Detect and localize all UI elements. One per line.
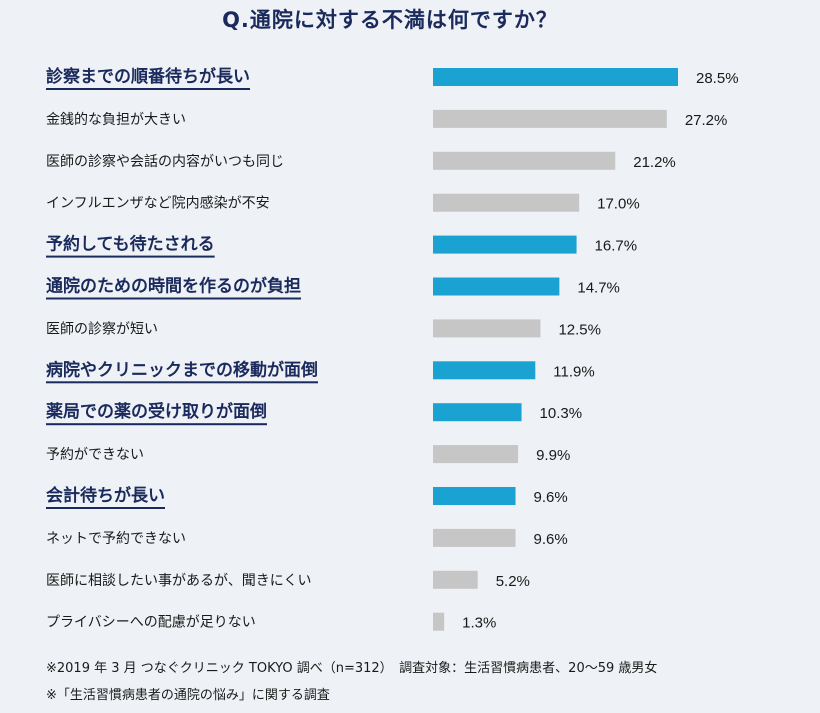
value-label: 1.3% bbox=[462, 615, 496, 632]
category-label: 医師の診察が短い bbox=[46, 320, 158, 337]
category-label: 病院やクリニックまでの移動が面倒 bbox=[46, 359, 318, 380]
category-label: 診察までの順番待ちが長い bbox=[46, 66, 250, 87]
highlight-underline bbox=[46, 255, 215, 258]
bar bbox=[433, 193, 580, 212]
category-label: 予約しても待たされる bbox=[46, 234, 215, 255]
category-label: ネットで予約できない bbox=[46, 531, 186, 547]
bar bbox=[433, 361, 536, 380]
highlight-underline bbox=[46, 507, 165, 509]
chart-title: Q.通院に対する不満は何ですか？ bbox=[222, 8, 558, 32]
highlight-underline bbox=[46, 381, 318, 384]
category-label: インフルエンザなど院内感染が不安 bbox=[46, 195, 270, 212]
category-label: 会計待ちが長い bbox=[46, 485, 165, 506]
category-label: 通院のための時間を作るのが負担 bbox=[46, 276, 301, 297]
value-label: 5.2% bbox=[496, 573, 530, 590]
value-label: 10.3% bbox=[540, 405, 583, 422]
value-label: 9.6% bbox=[534, 489, 568, 506]
highlight-underline bbox=[46, 423, 267, 426]
category-label: 医師の診察や会話の内容がいつも同じ bbox=[46, 153, 284, 170]
category-label: 金銭的な負担が大きい bbox=[46, 112, 186, 128]
value-label: 14.7% bbox=[577, 280, 620, 297]
value-label: 9.6% bbox=[534, 531, 568, 548]
value-label: 17.0% bbox=[597, 196, 640, 213]
value-label: 12.5% bbox=[558, 321, 601, 338]
category-label: 医師に相談したい事があるが、聞きにくい bbox=[46, 573, 311, 589]
bar bbox=[433, 528, 516, 547]
footnote-survey: ※2019 年 3 月 つなぐクリニック TOKYO 調べ（n=312） 調査対… bbox=[46, 661, 658, 676]
highlight-underline bbox=[46, 88, 250, 90]
bar bbox=[433, 403, 522, 422]
category-label: 薬局での薬の受け取りが面倒 bbox=[46, 401, 267, 422]
bar bbox=[433, 570, 478, 589]
bar bbox=[433, 68, 678, 86]
value-label: 9.9% bbox=[536, 447, 570, 464]
bar bbox=[433, 151, 616, 170]
bar bbox=[433, 487, 516, 505]
bar bbox=[433, 319, 541, 338]
bar bbox=[433, 277, 560, 296]
value-label: 21.2% bbox=[633, 154, 676, 171]
value-label: 27.2% bbox=[685, 112, 728, 129]
bar bbox=[433, 235, 577, 254]
footnote-title: ※「生活習慣病患者の通院の悩み」に関する調査 bbox=[46, 688, 330, 703]
highlight-underline bbox=[46, 297, 301, 300]
bar bbox=[433, 109, 667, 128]
bar bbox=[433, 445, 519, 464]
value-label: 28.5% bbox=[696, 70, 739, 87]
category-label: 予約ができない bbox=[46, 447, 144, 463]
value-label: 11.9% bbox=[553, 363, 594, 380]
bar bbox=[433, 612, 445, 631]
category-label: プライバシーへの配慮が足りない bbox=[46, 615, 256, 631]
value-label: 16.7% bbox=[595, 238, 638, 255]
